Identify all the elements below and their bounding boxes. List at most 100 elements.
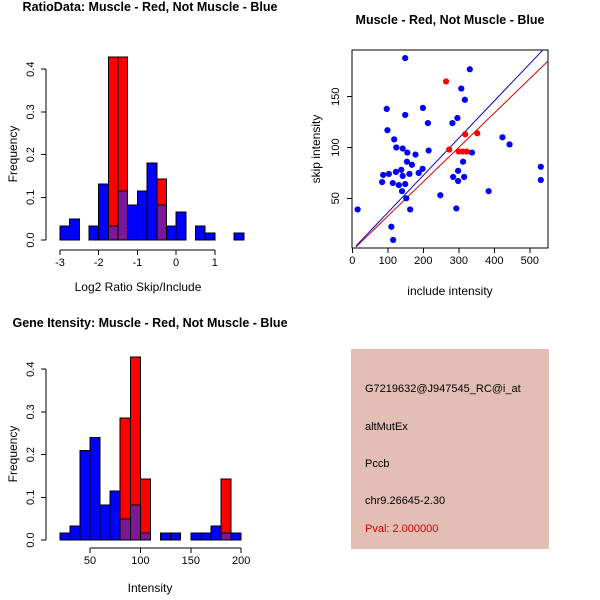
tick-label: 400	[485, 255, 503, 267]
not-muscle-point	[454, 114, 461, 122]
not-muscle-point	[391, 136, 398, 143]
not-muscle-point	[454, 177, 462, 185]
not-muscle-bar	[204, 232, 216, 241]
not-muscle-point	[506, 141, 513, 148]
not-muscle-point	[403, 195, 410, 202]
gene-histogram-ylabel: Frequency	[6, 425, 20, 483]
muscle-point	[474, 130, 481, 137]
muscle-point	[442, 78, 450, 85]
probe-id-text: G7219632@J947545_RC@i_at	[365, 383, 521, 395]
event-type-text: altMutEx	[365, 421, 408, 433]
not-muscle-point	[450, 173, 457, 181]
not-muscle-point	[415, 169, 422, 176]
tick-label: 150	[182, 555, 200, 567]
tick-label: 300	[450, 255, 468, 267]
tick-label: 50	[330, 192, 342, 204]
not-muscle-bar	[109, 490, 121, 541]
not-muscle-bar	[210, 525, 222, 541]
locus-text: chr9.26645-2.30	[365, 495, 446, 507]
ratio-histogram-ylabel: Frequency	[6, 125, 20, 183]
not-muscle-point	[499, 134, 506, 141]
tick-label: 0	[349, 255, 355, 267]
not-muscle-point	[461, 173, 468, 181]
not-muscle-point	[403, 158, 411, 165]
not-muscle-point	[388, 223, 395, 230]
not-muscle-point	[419, 104, 427, 111]
muscle-fit-line	[355, 60, 549, 248]
y-axis: 0.0 0.1 0.2 0.3 0.4	[25, 362, 47, 548]
tick-label: 0.3	[25, 104, 37, 119]
not-muscle-bar	[233, 232, 245, 241]
not-muscle-bar	[146, 162, 158, 241]
not-muscle-point	[419, 165, 426, 172]
not-muscle-point	[402, 180, 409, 188]
gene-name-text: Pccb	[365, 458, 390, 470]
not-muscle-point	[383, 105, 390, 112]
overlap-bar	[117, 190, 129, 241]
ratio-histogram-title: RatioData: Muscle - Red, Not Muscle - Bl…	[22, 0, 278, 14]
not-muscle-point	[424, 120, 432, 127]
scatter-title: Muscle - Red, Not Muscle - Blue	[355, 13, 545, 27]
gene-info-panel: G7219632@J947545_RC@i_at altMutEx Pccb c…	[351, 349, 549, 549]
not-muscle-point	[398, 188, 406, 195]
tick-label: 0.1	[25, 190, 37, 205]
not-muscle-bar	[230, 532, 242, 541]
overlap-bar	[139, 532, 151, 541]
not-muscle-point	[354, 206, 361, 213]
not-muscle-bar	[79, 449, 91, 541]
tick-label: -1	[133, 257, 143, 269]
not-muscle-point	[399, 145, 406, 152]
muscle-point	[463, 148, 470, 155]
tick-label: 0.1	[25, 490, 37, 505]
not-muscle-point	[402, 54, 409, 62]
not-muscle-bar	[99, 504, 111, 541]
not-muscle-bar	[136, 190, 148, 241]
not-muscle-point	[461, 96, 468, 103]
tick-label: 0	[173, 257, 179, 269]
tick-label: 100	[330, 138, 342, 156]
not-muscle-bar	[89, 437, 101, 541]
not-muscle-point	[384, 127, 391, 134]
not-muscle-point	[389, 179, 396, 187]
overlap-bar	[129, 504, 141, 541]
not-muscle-point	[425, 147, 432, 154]
not-muscle-bar	[200, 532, 212, 541]
not-muscle-bar	[88, 225, 100, 241]
not-muscle-point	[454, 167, 462, 174]
tick-label: 200	[232, 555, 250, 567]
not-muscle-bar	[59, 532, 71, 541]
tick-label: 0.4	[25, 62, 37, 77]
tick-label: 1	[212, 257, 218, 269]
x-axis: -3 -2 -1 0 1	[55, 249, 218, 269]
not-muscle-point	[379, 178, 386, 186]
overlap-bar	[220, 532, 232, 541]
not-muscle-point	[392, 168, 400, 175]
not-muscle-bar	[127, 204, 138, 241]
tick-label: 200	[414, 255, 432, 267]
not-muscle-point	[395, 181, 402, 189]
not-muscle-point	[466, 66, 473, 73]
points	[354, 54, 544, 244]
tick-label: 0.0	[25, 232, 37, 247]
scatter-ylabel: skip intensity	[309, 114, 323, 184]
tick-label: 500	[521, 255, 539, 267]
not-muscle-point	[385, 170, 392, 178]
muscle-point	[446, 146, 453, 153]
ratio-histogram-panel: 0.0 0.1 0.2 0.3 0.4 -3 -2 -1 0 1	[25, 56, 245, 269]
intensity-scatter-panel: 0 100 200 300 400 500 50 100 150	[330, 49, 549, 267]
pval-text: Pval: 2.000000	[365, 523, 439, 535]
not-muscle-bar	[98, 183, 109, 241]
overlap-bar	[156, 204, 167, 241]
not-muscle-point	[399, 172, 406, 180]
not-muscle-bar	[59, 225, 71, 241]
scatter-xlabel: include intensity	[407, 284, 493, 298]
bars	[59, 356, 242, 541]
tick-label: 0.2	[25, 147, 37, 162]
not-muscle-bar	[170, 532, 182, 541]
not-muscle-point	[402, 111, 409, 119]
muscle-point	[462, 131, 469, 138]
not-muscle-point	[458, 85, 465, 92]
not-muscle-point	[485, 188, 492, 195]
not-muscle-bar	[190, 532, 202, 541]
